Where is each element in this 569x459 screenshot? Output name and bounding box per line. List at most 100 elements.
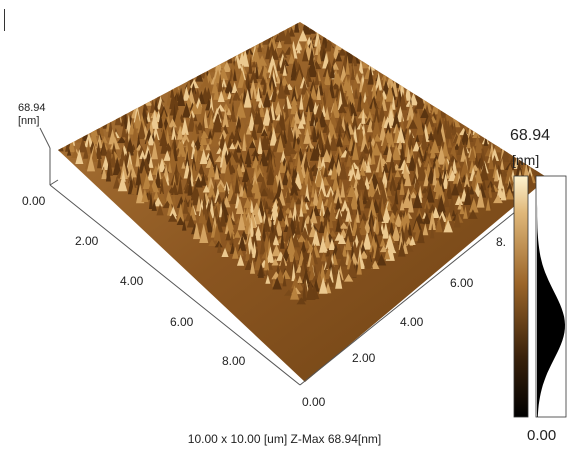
surface-peak [387,219,392,228]
surface-peak [198,83,206,91]
surface-peak [424,198,431,209]
surface-peak [343,193,349,202]
surface-peak [146,134,156,146]
surface-peak [295,40,302,51]
surface-peak [262,213,271,232]
surface-peak [177,175,183,195]
surface-peak [445,180,453,199]
surface-peak [309,84,318,100]
surface-peak [425,185,435,203]
surface-peak [429,146,436,159]
surface-peak [422,95,432,111]
surface-peak [479,161,489,181]
surface-peak [394,169,401,178]
surface-peak [214,164,220,180]
surface-peak [391,94,396,110]
surface-peak [424,113,435,127]
surface-peak [171,181,179,196]
surface-peak [66,147,72,156]
surface-peak [409,236,416,245]
surface-peak [409,187,419,196]
surface-peak [213,85,220,100]
surface-peak [97,152,102,169]
surface-peak [265,269,270,277]
right-tick-4: 4.00 [400,315,424,329]
surface-peak [388,221,395,237]
surface-peak [167,213,178,222]
surface-peak [344,235,352,251]
surface-peak [435,126,445,146]
surface-peak [320,156,327,170]
surface-peak [455,178,465,193]
surface-peak [262,26,269,45]
surface-peak [288,42,295,62]
surface-peak [345,206,352,222]
surface-peak [101,136,108,144]
surface-peak [248,79,258,99]
surface-peak [408,136,414,150]
surface-peak [500,184,507,201]
surface-peak [217,73,223,92]
surface-peak [291,248,301,261]
surface-peak [290,192,299,200]
surface-peak [229,107,237,123]
surface-peak [316,83,321,101]
surface-peak [515,158,523,177]
surface-peak [221,247,229,257]
surface-peak [355,208,360,223]
surface-peak [425,121,434,135]
surface-peak [254,80,264,92]
surface-peak [370,147,376,165]
surface-peak [224,182,229,199]
surface-peak [474,138,483,154]
surface-peak [245,179,253,187]
height-histogram [537,176,565,417]
surface-peak [335,51,343,62]
surface-peak [214,240,223,248]
surface-peak [276,59,281,71]
surface-peak [195,69,203,82]
surface-peak [357,245,363,266]
surface-peak [443,192,450,208]
surface-peak [356,256,362,275]
surface-peak [500,158,505,170]
surface-peak [362,143,370,154]
surface-peak [330,161,339,180]
surface-peak [232,165,240,186]
surface-peak [300,240,307,254]
surface-peak [101,140,107,156]
surface-peak [468,145,476,162]
surface-peak [356,95,362,112]
surface-peak [338,178,344,188]
surface-peak [375,84,382,102]
surface-peak [367,65,374,85]
surface-peak [194,152,200,168]
surface-peak [372,115,381,136]
surface-peak [249,102,256,118]
surface-peak [86,139,91,154]
surface-peak [243,88,252,108]
surface-peak [207,129,213,139]
surface-peak [246,152,252,168]
surface-peak [229,231,235,245]
surface-peak [299,207,304,217]
surface-peak [231,81,238,93]
surface-peak [466,136,471,149]
surface-peak [338,257,347,267]
surface-peak [334,145,342,162]
surface-peak [339,222,349,229]
surface-peak [473,167,483,184]
surface-peak [236,247,244,257]
surface-peak [187,112,196,132]
surface-peak [375,207,384,222]
surface-peak [423,173,430,187]
surface-peak [241,79,248,93]
surface-peak [142,173,151,189]
surface-peak [257,97,264,108]
surface-peak [306,66,311,79]
surface-peak [451,183,460,196]
axis-left-line [49,184,301,386]
surface-peak [182,102,192,118]
surface-peak [391,143,402,161]
